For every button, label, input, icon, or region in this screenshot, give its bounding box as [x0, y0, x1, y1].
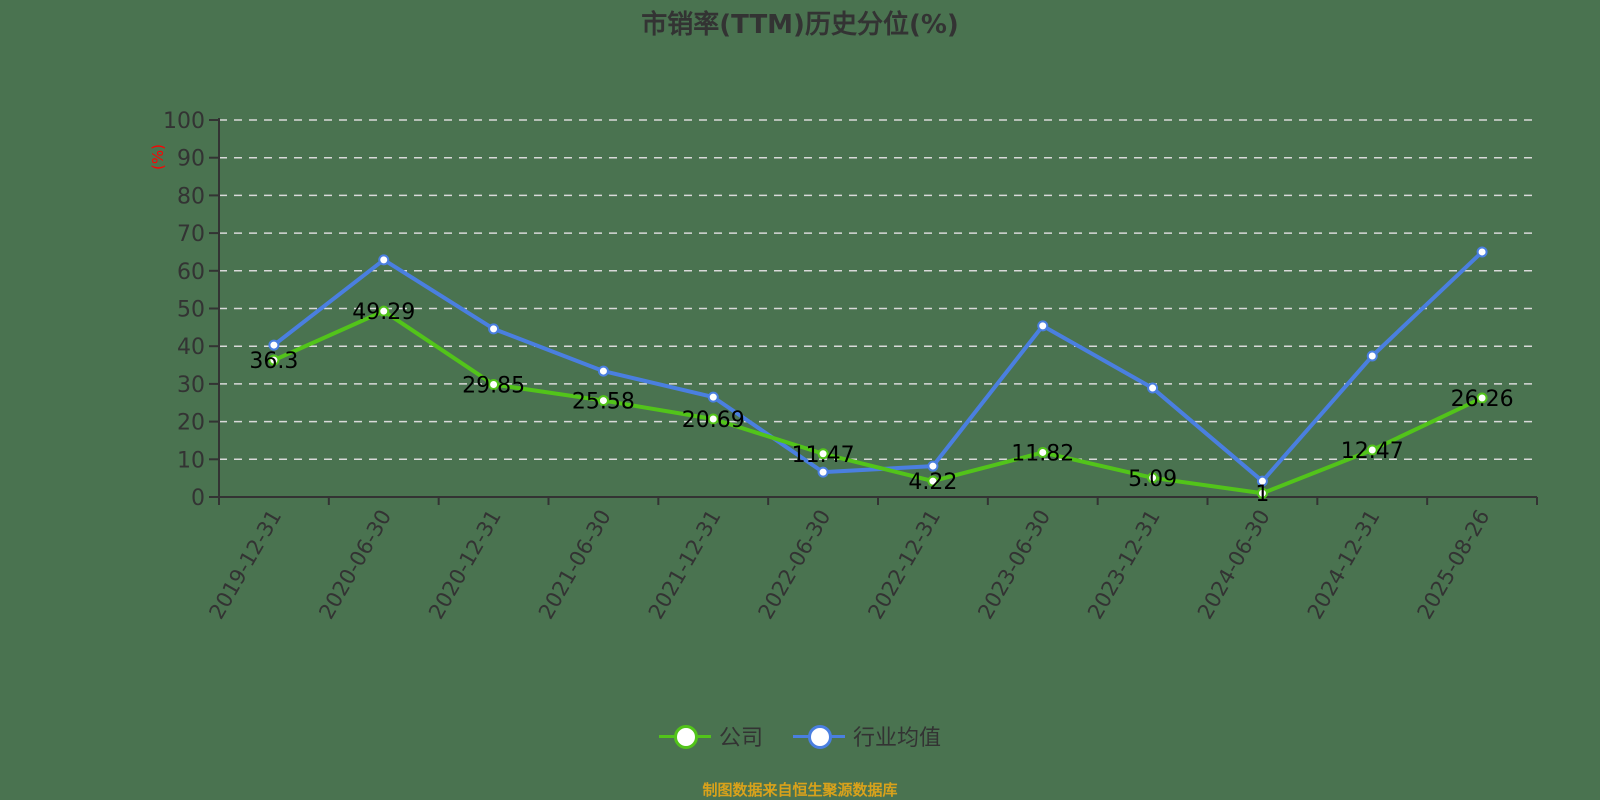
data-label: 12.47 — [1341, 439, 1404, 464]
data-point[interactable] — [1256, 475, 1268, 487]
x-tick-label: 2020-06-30 — [314, 506, 396, 624]
data-point[interactable] — [378, 305, 390, 317]
series-line — [273, 309, 1483, 496]
data-label: 4.22 — [908, 470, 957, 495]
y-tick-label: 60 — [177, 260, 205, 285]
legend-marker-company-icon — [658, 724, 711, 749]
data-point[interactable] — [378, 254, 390, 266]
series-company — [268, 305, 1488, 499]
data-point[interactable] — [1147, 472, 1159, 484]
y-tick-label: 100 — [163, 109, 205, 134]
data-point[interactable] — [817, 448, 829, 460]
data-label: 25.58 — [572, 390, 635, 415]
data-label: 29.85 — [462, 373, 525, 398]
x-tick-label: 2022-06-30 — [754, 506, 836, 624]
data-point[interactable] — [1147, 382, 1159, 394]
series-industry-average — [268, 246, 1488, 487]
legend-marker-industry-icon — [793, 724, 845, 749]
x-tick-label: 2024-12-31 — [1303, 506, 1385, 624]
legend-label-industry-average: 行业均值 — [853, 726, 942, 751]
chart-legend: 公司 行业均值 — [0, 720, 1600, 752]
data-label: 26.26 — [1451, 387, 1514, 412]
data-label: 11.47 — [792, 443, 855, 468]
y-tick-label: 50 — [177, 298, 205, 323]
y-tick-label: 10 — [177, 448, 205, 473]
data-point[interactable] — [597, 395, 609, 407]
x-tick-label: 2022-12-31 — [863, 506, 945, 624]
data-point[interactable] — [268, 339, 280, 351]
legend-item-industry-average[interactable]: 行业均值 — [793, 720, 941, 752]
data-point[interactable] — [1037, 446, 1049, 458]
data-point[interactable] — [1366, 350, 1378, 362]
data-point[interactable] — [268, 354, 280, 366]
data-point[interactable] — [707, 391, 719, 403]
data-point[interactable] — [488, 323, 500, 335]
x-tick-label: 2019-12-31 — [204, 506, 286, 624]
data-label: 11.82 — [1011, 441, 1074, 466]
x-tick-label: 2021-06-30 — [534, 506, 616, 624]
x-tick-label: 2021-12-31 — [644, 506, 726, 624]
chart-title: 市销率(TTM)历史分位(%) — [641, 10, 959, 40]
data-point[interactable] — [488, 378, 500, 390]
x-tick-label: 2024-06-30 — [1193, 506, 1275, 624]
x-tick-label: 2023-12-31 — [1083, 506, 1165, 624]
x-tick-label: 2023-06-30 — [973, 506, 1055, 624]
data-point[interactable] — [1366, 444, 1378, 456]
data-point[interactable] — [817, 466, 829, 478]
legend-label-company: 公司 — [718, 726, 763, 751]
data-label: 36.3 — [249, 349, 298, 374]
y-tick-label: 40 — [177, 335, 205, 360]
y-axis-label: (%) — [149, 144, 167, 170]
y-tick-label: 90 — [177, 147, 205, 172]
series-line — [272, 250, 1484, 484]
x-tick-label: 2025-08-26 — [1413, 506, 1495, 624]
data-label: 1 — [1255, 482, 1269, 507]
data-point[interactable] — [1256, 487, 1268, 499]
y-tick-label: 70 — [177, 222, 205, 247]
data-label: 5.09 — [1128, 467, 1177, 492]
data-label: 49.29 — [352, 300, 415, 325]
data-point[interactable] — [1476, 246, 1488, 258]
data-point[interactable] — [597, 365, 609, 377]
data-point[interactable] — [1476, 392, 1488, 404]
y-tick-label: 20 — [177, 411, 205, 436]
data-point[interactable] — [927, 475, 939, 487]
data-point[interactable] — [927, 460, 939, 472]
data-source-footer: 制图数据来自恒生聚源数据库 — [702, 781, 898, 799]
y-tick-label: 80 — [177, 184, 205, 209]
data-point[interactable] — [707, 413, 719, 425]
y-tick-label: 0 — [191, 486, 205, 511]
legend-item-company[interactable]: 公司 — [658, 720, 763, 752]
data-label: 20.69 — [682, 408, 745, 433]
y-tick-label: 30 — [177, 373, 205, 398]
data-point[interactable] — [1037, 320, 1049, 332]
x-tick-label: 2020-12-31 — [424, 506, 506, 624]
